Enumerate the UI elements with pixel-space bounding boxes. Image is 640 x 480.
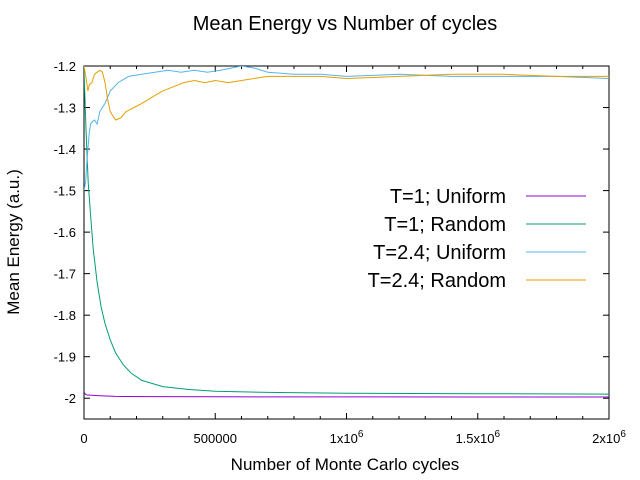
y-tick-label: -1.8 <box>54 308 76 323</box>
y-tick-label: -1.9 <box>54 350 76 365</box>
series-line-1 <box>84 391 609 398</box>
x-tick-label: 2x106 <box>592 429 626 446</box>
series-line-3 <box>84 66 609 191</box>
plot-area: -1.2 -1.3 -1.4 -1.5 -1.6 -1.7 -1.8 -1.9 -2 0 50000… <box>54 59 627 446</box>
legend-label: T=2.4; Random <box>368 270 506 292</box>
y-tick-label: -1.6 <box>54 225 76 240</box>
x-tick-label: 1.5x106 <box>455 429 500 446</box>
y-tick-label: -1.7 <box>54 267 76 282</box>
y-tick-label: -1.2 <box>54 59 76 74</box>
y-tick-label: -1.3 <box>54 101 76 116</box>
x-axis-label: Number of Monte Carlo cycles <box>231 455 460 474</box>
legend-label: T=1; Uniform <box>390 186 506 208</box>
x-tick-label: 1x106 <box>330 429 364 446</box>
y-tick-label: -2 <box>64 391 76 406</box>
series-line-4 <box>84 66 609 121</box>
y-tick-label: -1.5 <box>54 184 76 199</box>
legend: T=1; Uniform T=1; Random T=2.4; Uniform T=2… <box>368 186 586 292</box>
chart-title: Mean Energy vs Number of cycles <box>193 13 498 35</box>
y-tick-label: -1.4 <box>54 142 76 157</box>
legend-label: T=2.4; Uniform <box>373 242 506 264</box>
x-tick-label: 500000 <box>194 431 237 446</box>
x-tick-label: 0 <box>80 431 87 446</box>
y-axis-label: Mean Energy (a.u.) <box>4 169 23 315</box>
series-line-2 <box>84 70 609 395</box>
plot-frame <box>83 65 610 420</box>
legend-label: T=1; Random <box>384 214 506 236</box>
